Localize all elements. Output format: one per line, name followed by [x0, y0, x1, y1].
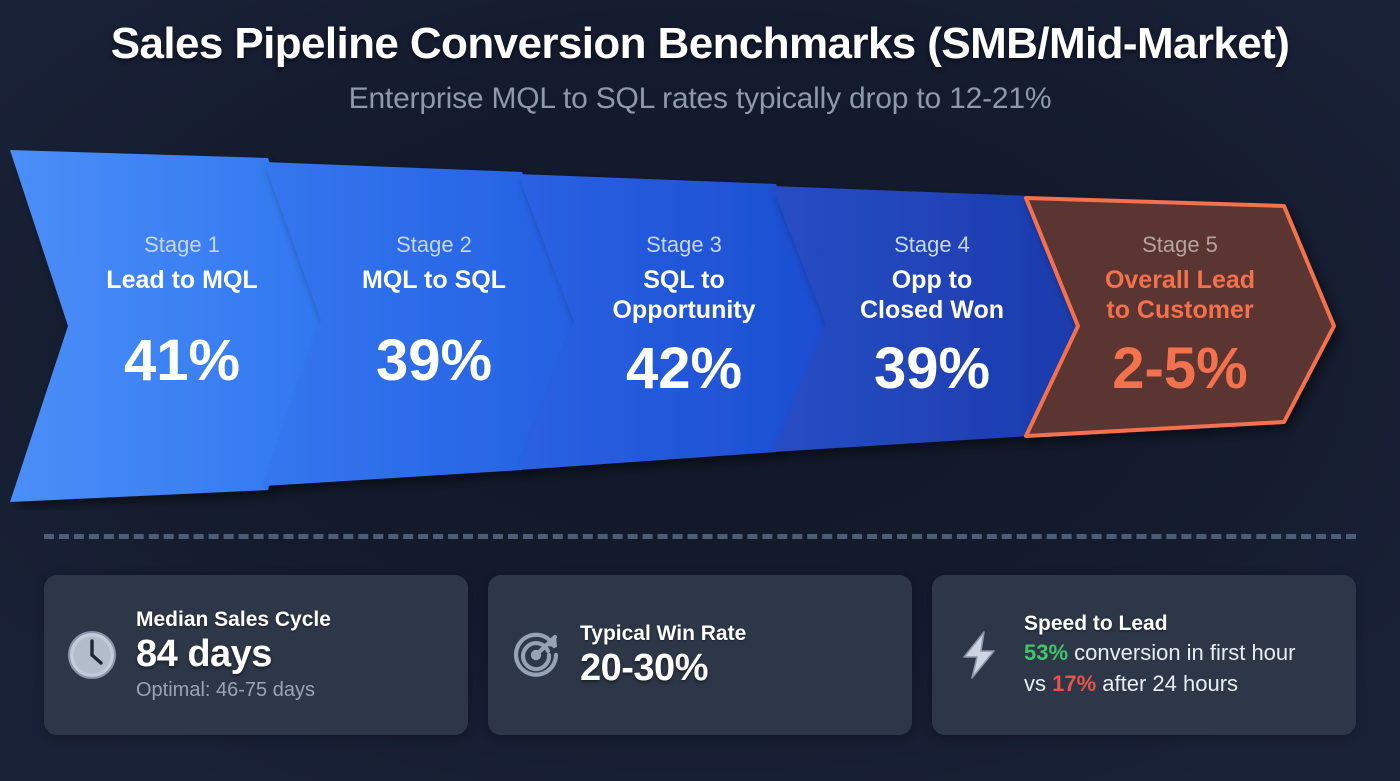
page-subtitle: Enterprise MQL to SQL rates typically dr… [348, 82, 1052, 116]
card-title: Typical Win Rate [580, 621, 747, 645]
stat-card-typical-win-rate[interactable]: Typical Win Rate 20-30% [488, 575, 912, 735]
stage-2-name: MQL to SQL [362, 266, 506, 294]
first-hour-rate: 53% [1024, 639, 1069, 665]
stage-2-label: Stage 2 [396, 232, 472, 257]
funnel-stage-4[interactable]: Stage 4 Opp to Closed Won 39% [772, 186, 1082, 452]
card-body: Speed to Lead 53% conversion in first ho… [1024, 611, 1295, 700]
card-line-after-24h: vs 17% after 24 hours [1024, 668, 1295, 699]
card-body: Typical Win Rate 20-30% [580, 621, 746, 690]
stage-1-value: 41% [124, 328, 240, 393]
target-icon [508, 627, 564, 683]
stage-4-name-line2: Closed Won [860, 296, 1004, 324]
funnel-stage-5[interactable]: Stage 5 Overall Lead to Customer 2-5% [1024, 196, 1336, 438]
stage-4-label: Stage 4 [894, 232, 970, 257]
stage-3-value: 42% [626, 336, 742, 401]
after-24h-text: after 24 hours [1096, 671, 1239, 697]
card-title: Median Sales Cycle [136, 607, 331, 631]
header: Sales Pipeline Conversion Benchmarks (SM… [0, 18, 1400, 117]
page-title: Sales Pipeline Conversion Benchmarks (SM… [110, 19, 1290, 68]
stat-cards: Median Sales Cycle 84 days Optimal: 46-7… [44, 575, 1356, 735]
stage-4-value: 39% [874, 336, 990, 401]
funnel-stage-2[interactable]: Stage 2 MQL to SQL 39% [264, 162, 578, 486]
stage-2-value: 39% [376, 328, 492, 393]
stage-5-label: Stage 5 [1142, 232, 1218, 257]
stage-3-name-line1: SQL to [643, 266, 724, 294]
card-line-first-hour: 53% conversion in first hour [1024, 637, 1295, 668]
stage-3-label: Stage 3 [646, 232, 722, 257]
card-subtext: Optimal: 46-75 days [136, 679, 315, 702]
stage-5-name-line2: to Customer [1106, 296, 1254, 324]
card-value: 20-30% [580, 646, 708, 689]
stage-5-value: 2-5% [1112, 336, 1247, 401]
stage-4-name-line1: Opp to [892, 266, 973, 294]
stage-1-label: Stage 1 [144, 232, 220, 257]
funnel-stage-1[interactable]: Stage 1 Lead to MQL 41% [10, 150, 325, 502]
after-24h-rate: 17% [1052, 671, 1097, 697]
card-body: Median Sales Cycle 84 days Optimal: 46-7… [136, 607, 331, 704]
stage-3-name-line2: Opportunity [612, 296, 755, 324]
card-title: Speed to Lead [1024, 611, 1168, 635]
lightning-icon [952, 627, 1008, 683]
first-hour-text: conversion in first hour [1068, 639, 1296, 665]
funnel-chart: Stage 1 Lead to MQL 41% Stage 2 MQL to S… [0, 140, 1400, 510]
card-value: 84 days [136, 632, 272, 675]
stage-1-name: Lead to MQL [106, 266, 257, 294]
stat-card-median-sales-cycle[interactable]: Median Sales Cycle 84 days Optimal: 46-7… [44, 575, 468, 735]
funnel-stage-3[interactable]: Stage 3 SQL to Opportunity 42% [518, 174, 830, 470]
section-divider [44, 534, 1356, 539]
stat-card-speed-to-lead[interactable]: Speed to Lead 53% conversion in first ho… [932, 575, 1356, 735]
after-24h-prefix: vs [1024, 671, 1053, 697]
clock-icon [64, 627, 120, 683]
stage-5-name-line1: Overall Lead [1105, 266, 1255, 294]
funnel-svg: Stage 1 Lead to MQL 41% Stage 2 MQL to S… [10, 150, 1336, 502]
